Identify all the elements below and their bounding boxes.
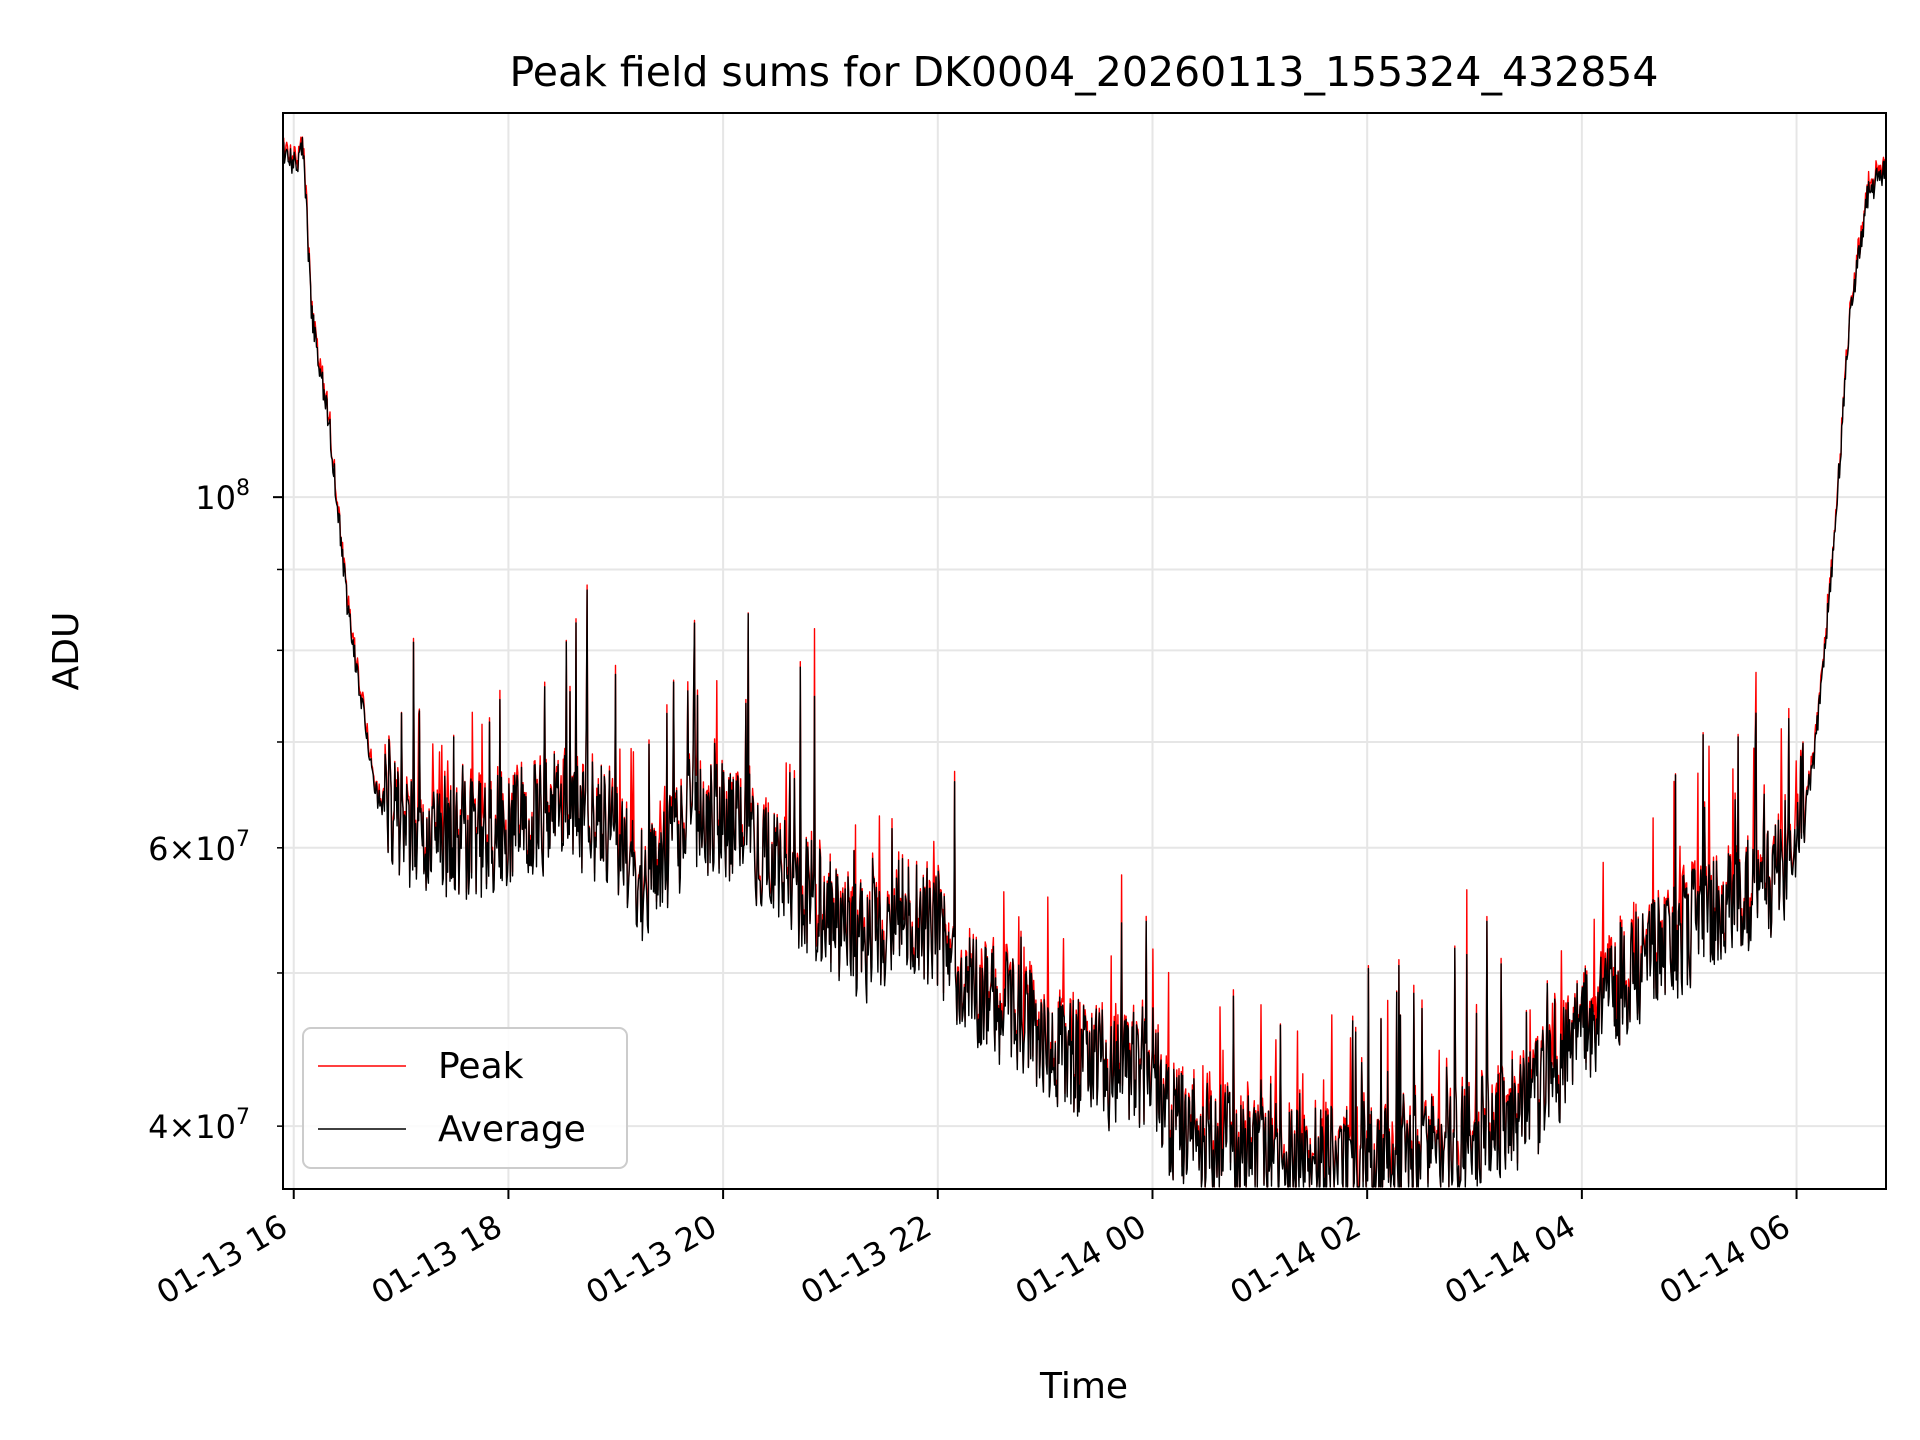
y-tick-label-major: 108 <box>195 476 250 517</box>
series-line-average <box>282 137 1887 1188</box>
chart-title: Peak field sums for DK0004_20260113_1553… <box>510 48 1659 96</box>
y-tick-label-minor: 4×107 <box>148 1105 250 1146</box>
legend-frame <box>302 1027 628 1169</box>
legend: Peak Average <box>302 1027 628 1169</box>
legend-average-label: Average <box>438 1109 586 1150</box>
y-tick-label-minor: 6×107 <box>148 827 250 868</box>
y-axis-label: ADU <box>46 612 87 691</box>
legend-peak-label: Peak <box>438 1046 524 1087</box>
series-layer <box>282 136 1887 1188</box>
x-axis-label: Time <box>1039 1366 1128 1407</box>
